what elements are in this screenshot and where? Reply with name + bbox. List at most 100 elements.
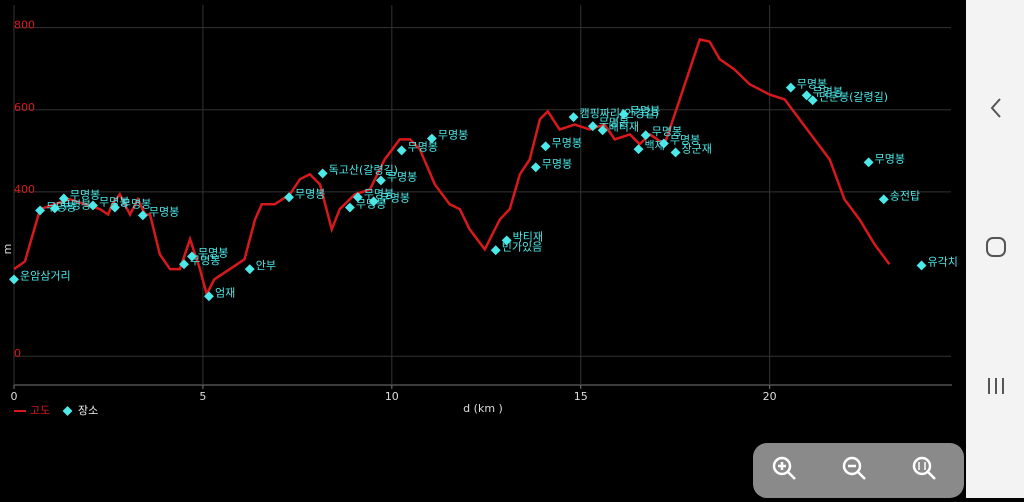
place-marker bbox=[863, 157, 874, 168]
place-label: 무명봉 bbox=[875, 152, 905, 165]
y-tick-label: 800 bbox=[14, 19, 35, 32]
place-marker bbox=[352, 192, 363, 203]
place-marker bbox=[540, 141, 551, 152]
place-marker bbox=[58, 193, 69, 204]
place-label: 캠핑짜리(안경길) bbox=[580, 107, 659, 120]
place-label: 무명봉 bbox=[630, 104, 660, 117]
place-label: 무명봉 bbox=[542, 157, 572, 170]
place-marker bbox=[658, 138, 669, 149]
place-label: 무명봉 bbox=[356, 198, 386, 211]
y-tick-label: 600 bbox=[14, 101, 35, 114]
x-axis-label: d (km ) bbox=[463, 402, 503, 415]
place-marker bbox=[9, 274, 19, 285]
x-tick-label: 0 bbox=[11, 390, 18, 403]
place-marker bbox=[187, 251, 197, 262]
zoom-reset-button[interactable] bbox=[912, 456, 936, 480]
place-label: 유각치 bbox=[928, 255, 958, 268]
place-marker bbox=[490, 245, 501, 256]
place-label: 무명봉 bbox=[387, 170, 417, 183]
place-label: 민둔봉(갈령길) bbox=[819, 89, 888, 103]
place-label: 무명봉 bbox=[149, 205, 179, 218]
legend-label: 장소 bbox=[78, 404, 98, 417]
place-label: 무명봉 bbox=[813, 85, 843, 98]
place-marker bbox=[109, 202, 120, 213]
place-marker bbox=[618, 109, 629, 120]
place-label: 무명봉 bbox=[552, 136, 582, 149]
legend-swatch bbox=[62, 406, 73, 416]
place-label: 독고산(갈령길) bbox=[329, 162, 398, 176]
place-label: 무명봉 bbox=[438, 129, 468, 142]
place-marker bbox=[633, 144, 644, 155]
place-marker bbox=[284, 192, 295, 203]
place-marker bbox=[587, 121, 598, 132]
place-label: 무명봉 bbox=[797, 78, 827, 91]
place-marker bbox=[426, 133, 437, 144]
place-label: 무명봉 bbox=[61, 198, 91, 211]
place-marker bbox=[501, 235, 512, 246]
place-label: 엄재 bbox=[215, 286, 235, 299]
place-marker bbox=[137, 210, 148, 221]
place-marker bbox=[878, 194, 889, 205]
zoom-controls bbox=[753, 443, 964, 498]
place-marker bbox=[670, 147, 681, 158]
place-marker bbox=[204, 291, 214, 302]
place-marker bbox=[396, 145, 407, 156]
place-label: 무명봉 bbox=[670, 133, 700, 146]
place-marker bbox=[568, 112, 579, 123]
place-marker bbox=[640, 130, 651, 141]
place-marker bbox=[807, 95, 818, 106]
place-marker bbox=[530, 162, 541, 173]
elevation-line bbox=[13, 38, 891, 298]
place-label: 무명봉 bbox=[99, 195, 129, 208]
place-label: 빈가있음 bbox=[502, 240, 542, 253]
place-label: 안부 bbox=[256, 259, 276, 272]
place-marker bbox=[49, 203, 60, 214]
zoom-out-button[interactable] bbox=[842, 456, 866, 480]
nav-bar bbox=[966, 0, 1024, 498]
place-marker bbox=[801, 90, 812, 101]
place-marker bbox=[597, 125, 608, 136]
place-label: 무명봉 bbox=[70, 188, 100, 201]
place-marker bbox=[368, 196, 379, 207]
place-label: 송전탑 bbox=[890, 189, 920, 202]
y-tick-label: 400 bbox=[14, 183, 35, 196]
place-marker bbox=[344, 202, 355, 213]
recents-button[interactable] bbox=[988, 378, 1004, 394]
legend-label: 고도 bbox=[30, 404, 50, 417]
place-label: 무명봉 bbox=[408, 140, 438, 153]
place-label: 무명봉 bbox=[599, 116, 629, 129]
place-label: 장군재 bbox=[682, 142, 712, 155]
place-label: 무명봉 bbox=[652, 125, 682, 138]
place-marker bbox=[179, 259, 189, 270]
place-marker bbox=[785, 82, 796, 93]
x-tick-label: 15 bbox=[574, 390, 588, 403]
y-tick-label: 0 bbox=[14, 347, 21, 360]
place-label: 무명봉 bbox=[198, 246, 228, 259]
place-label: 배티재 bbox=[609, 120, 639, 133]
y-axis-label: m bbox=[1, 244, 14, 255]
zoom-icons bbox=[772, 456, 936, 480]
place-label: 무명봉 bbox=[190, 254, 220, 267]
place-label: 운암삼거리 bbox=[20, 269, 71, 282]
place-marker bbox=[916, 260, 927, 271]
nav-icons bbox=[986, 98, 1006, 394]
x-tick-label: 20 bbox=[763, 390, 777, 403]
place-marker bbox=[375, 175, 386, 186]
zoom-in-button[interactable] bbox=[772, 456, 796, 480]
place-marker bbox=[317, 168, 328, 179]
x-tick-label: 5 bbox=[199, 390, 206, 403]
place-label: 무명봉 bbox=[380, 191, 410, 204]
place-label: 박티재 bbox=[513, 230, 543, 243]
place-marker bbox=[35, 205, 46, 216]
x-tick-label: 10 bbox=[385, 390, 399, 403]
home-button[interactable] bbox=[986, 237, 1006, 257]
back-button[interactable] bbox=[990, 98, 1001, 118]
place-label: 무명봉 bbox=[295, 187, 325, 200]
place-marker bbox=[88, 200, 98, 211]
place-label: 무명봉 bbox=[121, 198, 151, 211]
place-label: 무명봉 bbox=[364, 187, 394, 200]
place-marker bbox=[244, 264, 255, 275]
place-label: 백재 bbox=[645, 139, 665, 152]
